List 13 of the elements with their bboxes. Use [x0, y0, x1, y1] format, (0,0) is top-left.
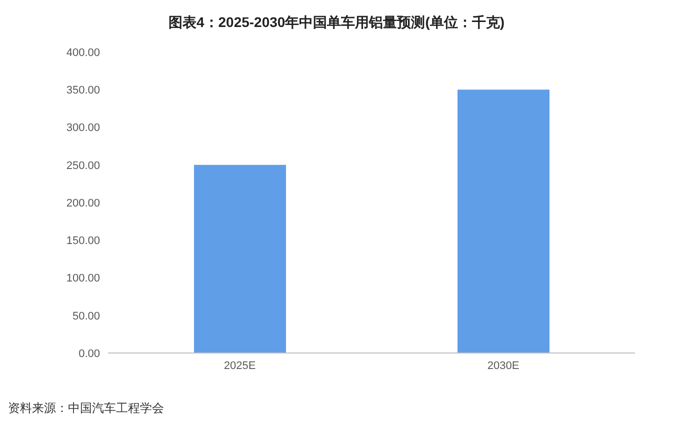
- text: 资料来源：中国汽车工程学会: [8, 400, 164, 417]
- y-tick-label: 100.00: [66, 272, 100, 285]
- y-tick-label: 300.00: [66, 122, 100, 134]
- y-tick-label: 350.00: [66, 84, 100, 97]
- y-tick-label: 200.00: [66, 197, 100, 210]
- y-tick-label: 50.00: [72, 310, 100, 322]
- x-tick-label: 2025E: [224, 360, 256, 372]
- y-tick-label: 250.00: [66, 160, 100, 172]
- chart-title: 图表4：2025-2030年中国单车用铝量预测(单位：千克): [167, 13, 506, 32]
- y-tick-label: 150.00: [66, 235, 100, 248]
- y-tick-label: 400.00: [66, 46, 100, 59]
- y-tick-label: 0.00: [78, 348, 100, 360]
- x-tick-label: 2030E: [487, 360, 520, 372]
